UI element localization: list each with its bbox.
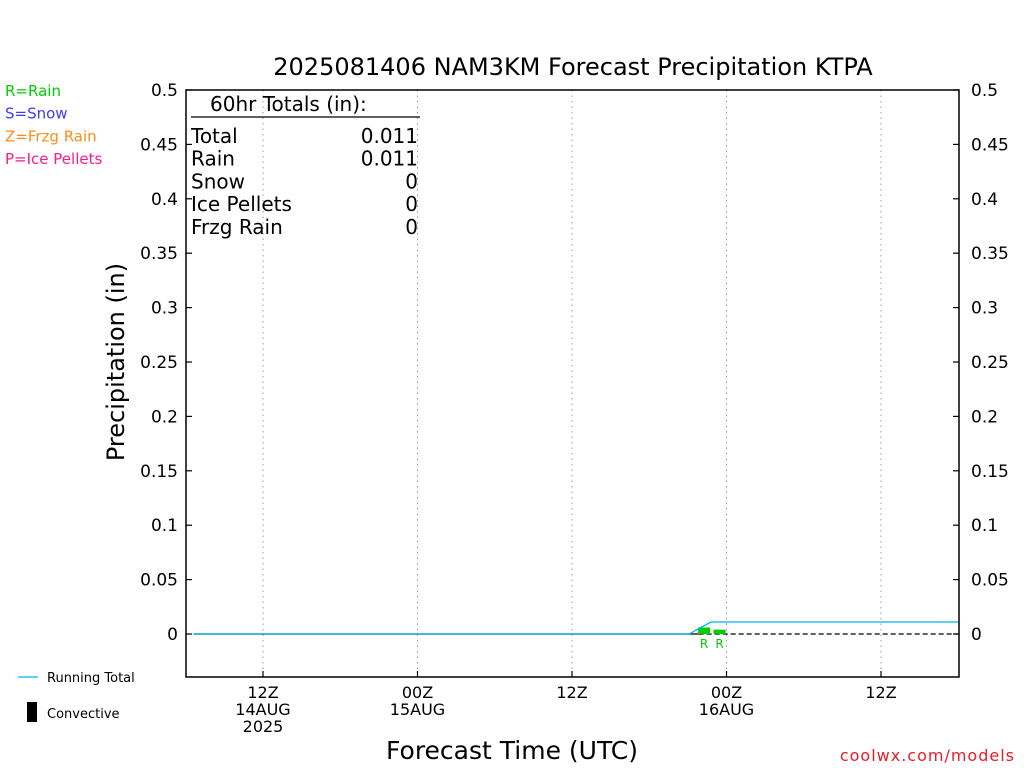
bottom-legend-label: Convective [47, 707, 120, 722]
y-tick-label-left: 0.45 [140, 135, 178, 155]
x-tick-label: 15AUG [390, 700, 445, 719]
running-total-line [193, 621, 959, 635]
x-axis-label: Forecast Time (UTC) [386, 736, 638, 765]
x-tick-label: 2025 [243, 717, 284, 736]
x-tick-label: 12Z [865, 683, 896, 702]
totals-box: 60hr Totals (in): Total 0.011 Rain 0.011 Sno… [190, 92, 420, 239]
y-tick-label-left: 0.5 [151, 81, 178, 101]
x-tick-label: 12Z [247, 683, 278, 702]
y-tick-label-right: 0 [971, 625, 982, 645]
totals-row-value: 0 [405, 192, 418, 216]
y-tick-label-right: 0.35 [971, 244, 1009, 264]
type-legend-item: R=Rain [5, 82, 61, 100]
y-tick-label-right: 0.5 [971, 81, 998, 101]
y-tick-label-right: 0.1 [971, 516, 998, 536]
precip-type-marker: R [715, 637, 723, 651]
totals-row-value: 0.011 [361, 124, 418, 148]
y-tick-label-right: 0.05 [971, 571, 1009, 591]
convective-legend-icon [27, 702, 37, 722]
bottom-legend: Running Total Convective [18, 671, 135, 722]
totals-row-label: Rain [191, 147, 235, 171]
precip-bar [698, 627, 711, 634]
y-tick-label-right: 0.25 [971, 353, 1009, 373]
y-tick-label-right: 0.45 [971, 135, 1009, 155]
y-axis-label: Precipitation (in) [102, 263, 130, 461]
totals-row-label: Frzg Rain [191, 215, 283, 239]
y-tick-label-right: 0.3 [971, 299, 998, 319]
y-tick-label-left: 0.3 [151, 299, 178, 319]
bottom-legend-label: Running Total [47, 671, 135, 686]
grid-lines [262, 90, 882, 677]
totals-row-label: Snow [191, 169, 245, 193]
x-tick-label: 00Z [711, 683, 742, 702]
totals-row-label: Total [190, 124, 238, 148]
y-tick-label-left: 0.35 [140, 244, 178, 264]
y-tick-label-right: 0.15 [971, 462, 1009, 482]
x-tick-label: 00Z [402, 683, 433, 702]
x-tick-label: 14AUG [235, 700, 290, 719]
y-ticks-left: 0.5 0.45 0.4 0.35 0.3 0.25 0.2 0.15 0.1 0.05 0 [140, 81, 192, 645]
type-legend-item: S=Snow [5, 105, 68, 123]
y-tick-label-left: 0.15 [140, 462, 178, 482]
y-tick-label-left: 0.1 [151, 516, 178, 536]
y-tick-label-left: 0.05 [140, 571, 178, 591]
type-legend-item: Z=Frzg Rain [5, 127, 97, 145]
y-tick-label-left: 0.25 [140, 353, 178, 373]
y-tick-label-right: 0.4 [971, 190, 998, 210]
totals-rows: Total 0.011 Rain 0.011 Snow 0 Ice Pellets 0 Frzg… [190, 124, 418, 239]
y-tick-label-left: 0.4 [151, 190, 178, 210]
y-ticks-right: 0.5 0.45 0.4 0.35 0.3 0.25 0.2 0.15 0.1 0.05 0 [953, 81, 1009, 645]
totals-row-value: 0 [405, 169, 418, 193]
precip-type-marker: R [700, 637, 708, 651]
totals-row-label: Ice Pellets [191, 192, 292, 216]
y-tick-label-left: 0 [167, 625, 178, 645]
x-tick-label: 16AUG [699, 700, 754, 719]
totals-header: 60hr Totals (in): [210, 92, 367, 116]
credit-text: coolwx.com/models [840, 746, 1015, 765]
totals-row-value: 0.011 [361, 147, 418, 171]
type-legend-item: P=Ice Pellets [5, 150, 102, 168]
x-tick-label: 12Z [556, 683, 587, 702]
precip-bar [713, 629, 726, 634]
totals-row-value: 0 [405, 215, 418, 239]
chart-title: 2025081406 NAM3KM Forecast Precipitation… [273, 53, 873, 81]
y-tick-label-right: 0.2 [971, 407, 998, 427]
precip-type-legend: R=Rain S=Snow Z=Frzg Rain P=Ice Pellets [5, 82, 102, 168]
precip-bars [698, 627, 726, 634]
plot-frame [185, 89, 960, 678]
y-tick-label-left: 0.2 [151, 407, 178, 427]
